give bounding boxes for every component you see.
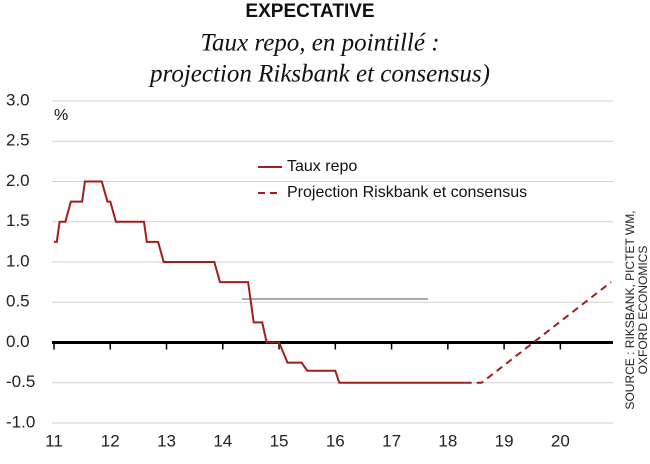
series-line xyxy=(54,180,465,384)
x-tick-label: 18 xyxy=(438,431,457,450)
legend-label: Taux repo xyxy=(287,158,357,175)
x-tick-label: 20 xyxy=(551,431,570,450)
y-unit: % xyxy=(54,107,68,124)
y-tick-label: 2.5 xyxy=(6,131,30,150)
y-tick-label: 0.0 xyxy=(6,332,30,351)
series-line xyxy=(464,281,612,384)
x-tick-label: 16 xyxy=(326,431,345,450)
x-tick-label: 15 xyxy=(270,431,289,450)
x-tick-label: 11 xyxy=(45,431,63,450)
chart-subtitle: Taux repo, en pointillé : xyxy=(200,30,439,57)
y-tick-label: -1.0 xyxy=(6,412,35,431)
source: OXFORD ECONOMICS xyxy=(636,246,650,375)
x-tick-label: 14 xyxy=(213,431,232,450)
y-tick-label: 1.0 xyxy=(6,251,30,270)
chart-subtitle: projection Riksbank et consensus) xyxy=(148,61,490,88)
x-tick-label: 12 xyxy=(101,431,120,450)
legend-label: Projection Riskbank et consensus xyxy=(287,184,527,201)
x-tick-label: 13 xyxy=(157,431,176,450)
y-tick-label: 3.0 xyxy=(6,90,30,109)
x-tick-label: 19 xyxy=(495,431,514,450)
source: SOURCE : RIKSBANK, PICTET WM, xyxy=(623,210,637,409)
y-tick-label: 1.5 xyxy=(6,211,30,230)
y-tick-label: -0.5 xyxy=(6,372,35,391)
chart-title: EXPECTATIVE xyxy=(245,1,374,22)
x-tick-label: 17 xyxy=(382,431,401,450)
y-tick-label: 2.0 xyxy=(6,171,30,190)
y-tick-label: 0.5 xyxy=(6,292,30,311)
